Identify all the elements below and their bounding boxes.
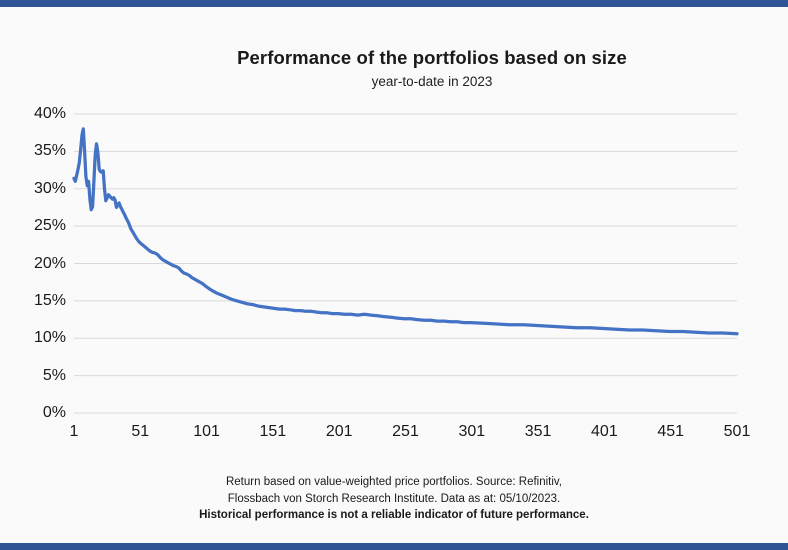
top-accent-bar xyxy=(0,0,788,7)
x-tick-label: 351 xyxy=(524,423,552,440)
chart-footnote: Return based on value-weighted price por… xyxy=(0,474,788,524)
x-tick-label: 101 xyxy=(193,423,220,440)
footnote-line-1: Return based on value-weighted price por… xyxy=(225,476,563,488)
x-tick-label: 1 xyxy=(69,423,79,440)
performance-line xyxy=(72,127,739,336)
x-tick-label: 301 xyxy=(458,423,486,440)
y-tick-label: 40% xyxy=(33,105,66,122)
y-tick-label: 25% xyxy=(33,217,66,235)
x-tick-label: 501 xyxy=(723,423,751,440)
bottom-accent-bar xyxy=(0,543,788,550)
footnote-line-3: Historical performance is not a reliable… xyxy=(199,509,589,521)
title-block: Performance of the portfolios based on s… xyxy=(76,47,788,89)
chart-subtitle: year-to-date in 2023 xyxy=(371,74,493,89)
x-tick-label: 401 xyxy=(591,423,618,440)
y-tick-label: 5% xyxy=(42,366,66,384)
y-tick-label: 15% xyxy=(33,291,66,309)
x-tick-label: 251 xyxy=(392,423,419,440)
y-tick-label: 30% xyxy=(33,179,66,197)
chart-title: Performance of the portfolios based on s… xyxy=(237,47,627,68)
x-tick-label: 151 xyxy=(259,423,287,440)
y-tick-label: 0% xyxy=(42,404,66,421)
x-tick-label: 201 xyxy=(325,423,353,440)
footnote-line-2: Flossbach von Storch Research Institute.… xyxy=(227,492,561,505)
x-tick-label: 451 xyxy=(657,423,685,440)
y-tick-label: 10% xyxy=(33,329,66,347)
y-tick-label: 35% xyxy=(33,142,66,160)
x-tick-label: 51 xyxy=(131,423,150,440)
y-tick-label: 20% xyxy=(33,254,66,272)
